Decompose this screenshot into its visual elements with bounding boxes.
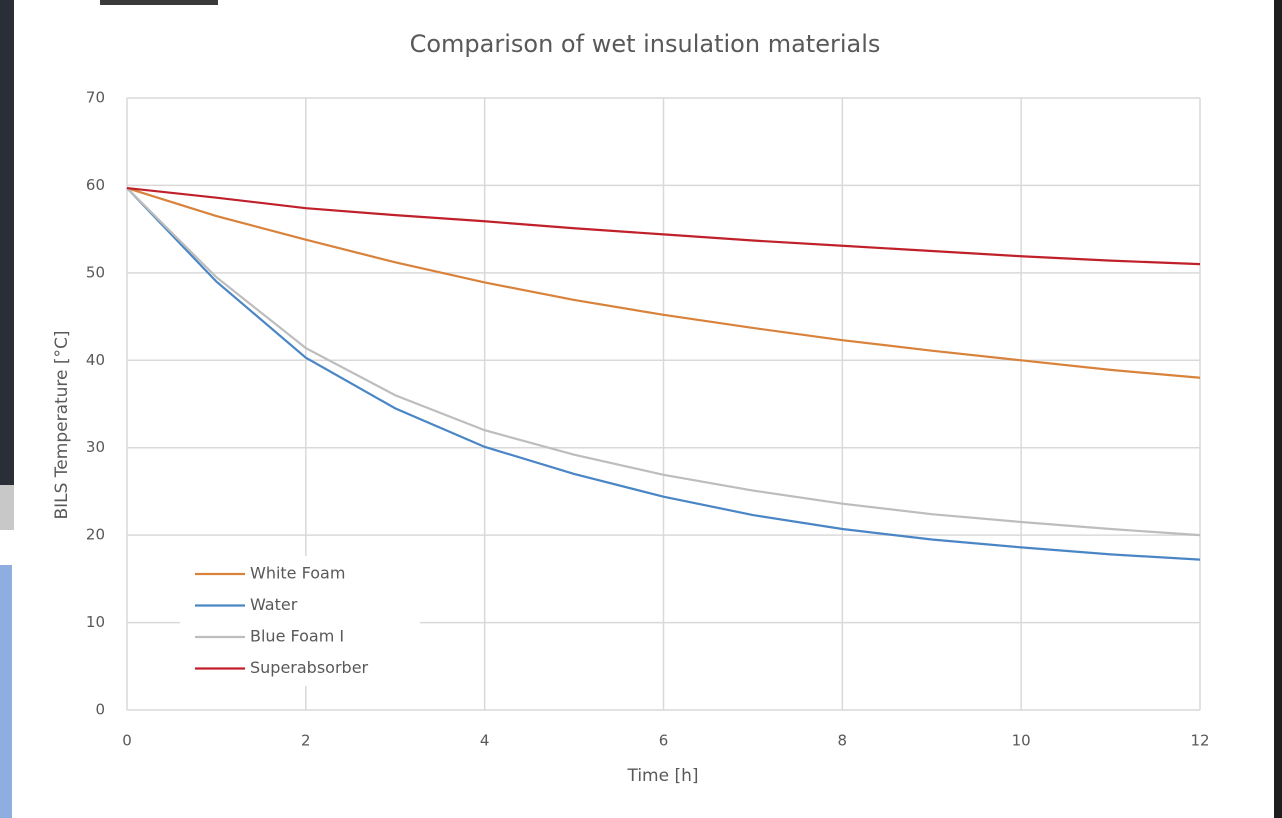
photo-edge (0, 565, 12, 818)
chart-title: Comparison of wet insulation materials (410, 30, 881, 58)
series-line (126, 187, 1201, 561)
legend-box (180, 556, 420, 686)
y-tick-label: 60 (86, 176, 105, 194)
x-tick-label: 2 (301, 732, 311, 750)
legend-label: White Foam (250, 564, 345, 583)
legend: White Foam Water Blue Foam I Superabsorber (180, 556, 420, 686)
y-tick-label: 30 (86, 438, 105, 456)
x-tick-label: 10 (1012, 732, 1031, 750)
x-tick-label: 12 (1190, 732, 1209, 750)
y-tick-label: 70 (86, 89, 105, 107)
series-line (126, 186, 1201, 266)
y-tick-label: 10 (86, 613, 105, 631)
x-axis-label: Time [h] (626, 766, 698, 786)
plot (126, 186, 1201, 561)
y-tick-label: 20 (86, 526, 105, 544)
photo-edge (1274, 0, 1282, 818)
x-tick-label: 8 (838, 732, 848, 750)
y-tick-label: 40 (86, 351, 105, 369)
y-axis-label: BILS Temperature [°C] (52, 330, 72, 519)
x-tick-label: 0 (122, 732, 132, 750)
series-line (126, 187, 1201, 379)
legend-label: Blue Foam I (250, 627, 344, 646)
series-line (126, 187, 1201, 537)
legend-label: Superabsorber (250, 658, 369, 677)
x-tick-label: 6 (659, 732, 669, 750)
x-tick-label: 4 (480, 732, 490, 750)
photo-edge (0, 0, 14, 485)
y-tick-label: 0 (95, 701, 105, 719)
photo-edge (0, 485, 14, 530)
legend-label: Water (250, 595, 298, 614)
grid: 0 10 20 30 40 50 60 70 0 2 4 6 8 10 12 (86, 89, 1210, 750)
y-tick-label: 50 (86, 263, 105, 281)
photo-edge (100, 0, 218, 5)
